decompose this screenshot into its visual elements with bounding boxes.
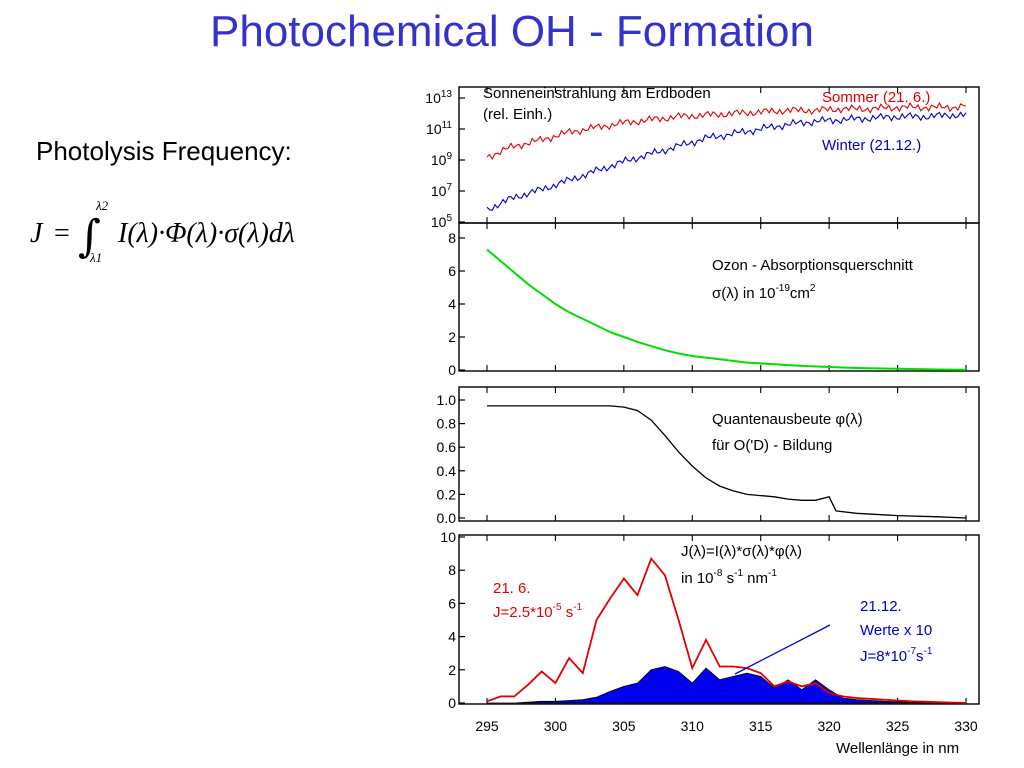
j-unit-c: nm bbox=[743, 570, 768, 587]
quantum-sub-label: für O('D) - Bildung bbox=[712, 437, 832, 454]
y-ticks: 0 2 4 6 8 bbox=[448, 223, 967, 378]
series-group bbox=[486, 556, 967, 704]
chart-quantum-yield: 0.00.20.40.60.81.0 Quantenausbeute φ(λ) … bbox=[437, 386, 980, 526]
j-unit-exp2: -1 bbox=[734, 568, 743, 579]
y-tick-label: 0.8 bbox=[437, 416, 457, 432]
winter-j-exp2: -1 bbox=[924, 646, 933, 657]
chart-ozone: 0 2 4 6 8 Ozon - Absorptionsquerschnitt σ(λ)… bbox=[448, 222, 980, 378]
x-tick-label: 320 bbox=[817, 718, 841, 734]
summer-date-label: 21. 6. bbox=[493, 580, 531, 597]
y-tick-label: 1013 bbox=[425, 89, 452, 106]
y-tick-label: 2 bbox=[448, 662, 456, 678]
winter-scale-label: Werte x 10 bbox=[860, 622, 932, 639]
x-ticks: 295 300 305 310 315 320 325 330 bbox=[475, 718, 978, 734]
y-tick-label: 4 bbox=[448, 629, 456, 645]
quantum-yield-line bbox=[487, 405, 967, 519]
y-tick-label: 8 bbox=[448, 230, 456, 246]
y-tick-label: 105 bbox=[431, 213, 453, 230]
legend-summer: Sommer (21. 6.) bbox=[822, 89, 930, 106]
ozone-unit: σ(λ) in 10-19cm2 bbox=[712, 283, 816, 302]
slide-title: Photochemical OH - Formation bbox=[210, 7, 814, 56]
y-tick-label: 4 bbox=[448, 296, 456, 312]
plot-frame bbox=[458, 222, 980, 372]
irradiance-label: Sonneneinstrahlung am Erdboden bbox=[483, 85, 711, 102]
j-unit-b: s bbox=[722, 570, 734, 587]
chart-irradiance: 1013 1011 109 107 105 Sonneneinstrahlung am … bbox=[425, 85, 980, 230]
formula-upper-limit: λ2 bbox=[95, 198, 109, 213]
slide-subtitle: Photolysis Frequency: bbox=[36, 136, 292, 166]
winter-j-exp: -7 bbox=[907, 646, 916, 657]
y-tick-label: 0 bbox=[448, 362, 456, 378]
j-formula-label: J(λ)=I(λ)*σ(λ)*φ(λ) bbox=[681, 543, 802, 560]
summer-j-exp2: -1 bbox=[573, 602, 582, 613]
j-unit-a: in 10 bbox=[681, 570, 714, 587]
formula-equals: = bbox=[54, 218, 70, 249]
x-axis-label: Wellenlänge in nm bbox=[836, 740, 959, 757]
summer-irradiance-line bbox=[486, 101, 967, 161]
plot-frame bbox=[458, 534, 980, 705]
y-tick-label: 0.0 bbox=[437, 510, 457, 526]
formula-lower-limit: λ1 bbox=[89, 250, 102, 265]
winter-j-a: J=8*10 bbox=[860, 648, 907, 665]
y-tick-label: 0 bbox=[448, 695, 456, 711]
x-tick-label: 325 bbox=[886, 718, 910, 734]
y-tick-label: 1.0 bbox=[437, 392, 457, 408]
y-tick-label: 0.6 bbox=[437, 439, 457, 455]
y-ticks: 0 2 4 6 8 10 bbox=[440, 529, 967, 711]
series-group bbox=[486, 248, 967, 371]
y-tick-label: 2 bbox=[448, 329, 456, 345]
winter-j-label: J=8*10-7s-1 bbox=[860, 646, 933, 665]
series-group bbox=[487, 405, 967, 519]
series-group bbox=[486, 101, 967, 212]
winter-pointer-line bbox=[734, 624, 831, 675]
y-tick-label: 1011 bbox=[426, 120, 452, 137]
y-ticks: 0.0 0.2 0.4 0.6 0.8 1.0 bbox=[437, 387, 967, 526]
ozone-label: Ozon - Absorptionsquerschnitt bbox=[712, 257, 914, 274]
winter-irradiance-line bbox=[486, 111, 967, 212]
j-unit-exp3: -1 bbox=[768, 568, 777, 579]
x-tick-label: 310 bbox=[681, 718, 705, 734]
x-tick-label: 300 bbox=[544, 718, 568, 734]
summer-j-label: J=2.5*10-5 s-1 bbox=[493, 602, 583, 621]
summer-j-line bbox=[486, 556, 967, 704]
summer-j-b: s bbox=[562, 604, 574, 621]
quantum-label: Quantenausbeute φ(λ) bbox=[712, 411, 863, 428]
ozone-cross-section-line bbox=[486, 248, 967, 371]
x-tick-label: 330 bbox=[954, 718, 978, 734]
winter-j-area bbox=[487, 666, 967, 704]
chart-photolysis: 0 2 4 6 8 10 295 300 305 310 315 320 325 330 J(λ)=I(… bbox=[440, 529, 980, 757]
y-tick-label: 6 bbox=[448, 263, 456, 279]
winter-j-b: s bbox=[916, 648, 924, 665]
y-tick-label: 0.4 bbox=[437, 463, 457, 479]
x-tick-label: 295 bbox=[475, 718, 499, 734]
winter-date-label: 21.12. bbox=[860, 598, 902, 615]
x-tick-label: 315 bbox=[749, 718, 773, 734]
irradiance-unit: (rel. Einh.) bbox=[483, 106, 552, 123]
formula-lhs: J bbox=[30, 218, 44, 249]
legend-winter: Winter (21.12.) bbox=[822, 137, 921, 154]
ozone-unit-exp: -19 bbox=[775, 283, 790, 294]
ozone-unit-b: cm bbox=[790, 285, 810, 302]
j-unit-exp1: -8 bbox=[714, 568, 723, 579]
photolysis-formula: J = ∫ λ2 λ1 I(λ)·Φ(λ)·σ(λ)dλ bbox=[30, 198, 295, 265]
y-tick-label: 107 bbox=[431, 182, 453, 199]
summer-j-a: J=2.5*10 bbox=[493, 604, 553, 621]
ozone-unit-exp2: 2 bbox=[810, 283, 816, 294]
y-tick-label: 6 bbox=[448, 595, 456, 611]
ozone-unit-a: σ(λ) in 10 bbox=[712, 285, 775, 302]
plot-frame bbox=[458, 386, 980, 522]
formula-integrand: I(λ)·Φ(λ)·σ(λ)dλ bbox=[117, 218, 295, 249]
y-tick-label: 109 bbox=[431, 151, 453, 168]
summer-j-exp: -5 bbox=[553, 602, 562, 613]
integral-sign: ∫ bbox=[78, 211, 101, 262]
y-tick-label: 0.2 bbox=[437, 486, 457, 502]
y-tick-label: 10 bbox=[440, 529, 456, 545]
y-tick-label: 8 bbox=[448, 562, 456, 578]
y-ticks: 1013 1011 109 107 105 bbox=[425, 87, 967, 230]
x-tick-label: 305 bbox=[612, 718, 636, 734]
j-unit-label: in 10-8 s-1 nm-1 bbox=[681, 568, 777, 587]
